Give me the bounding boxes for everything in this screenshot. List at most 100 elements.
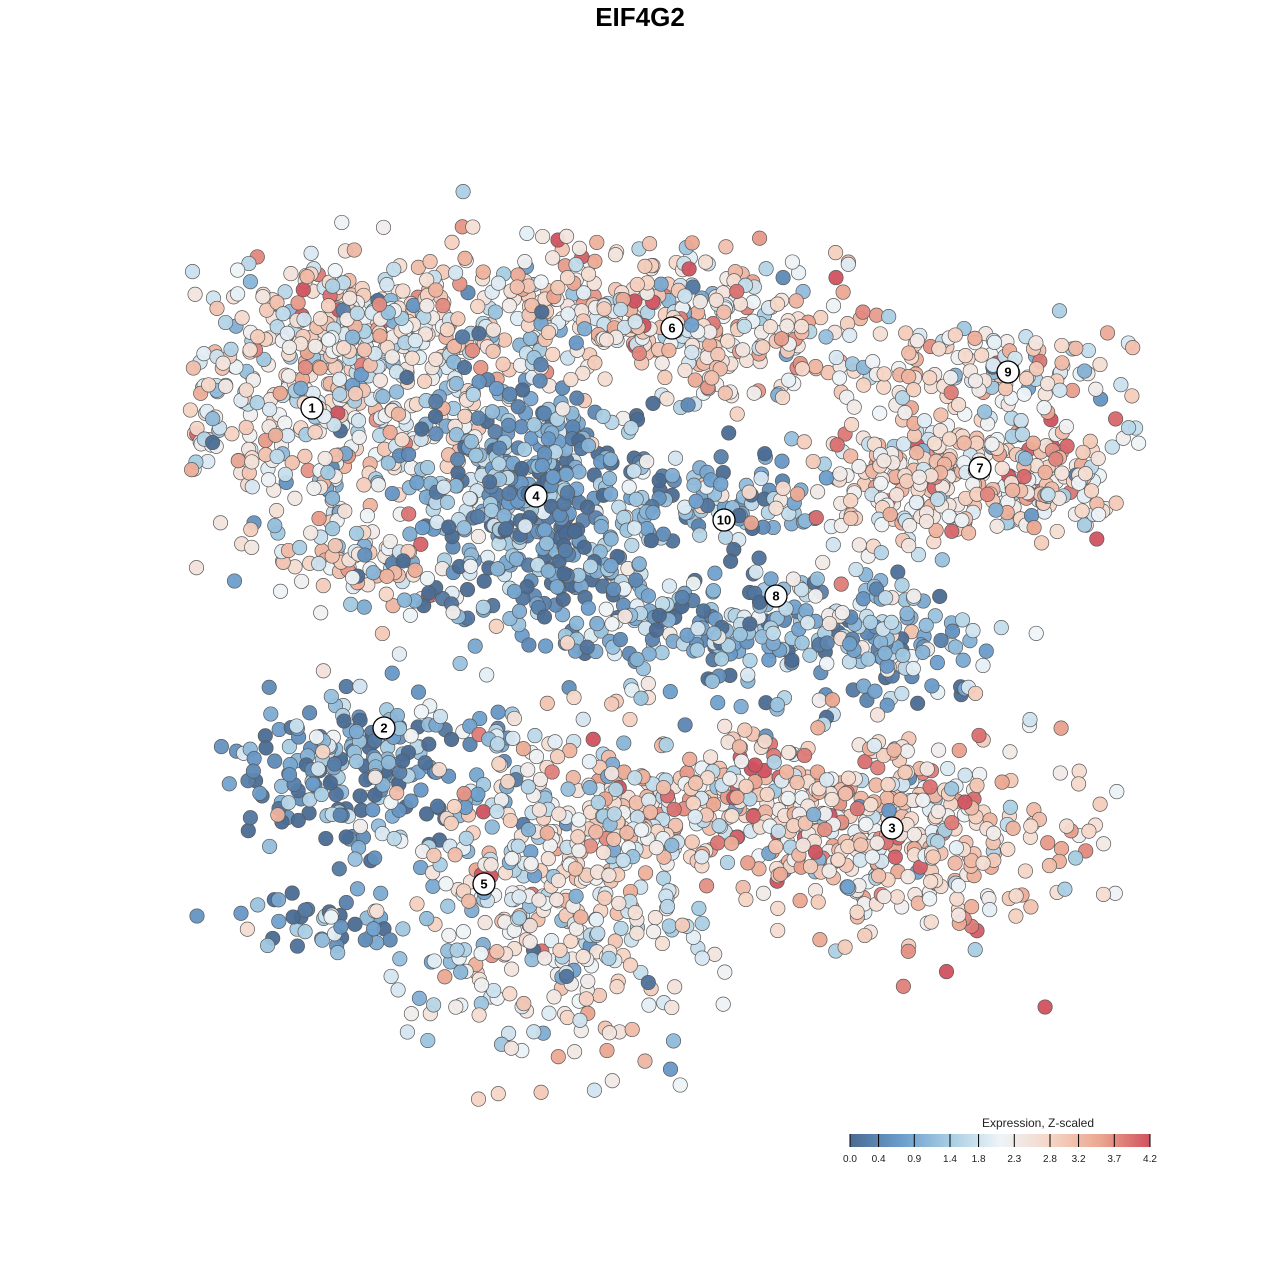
cell-point (384, 349, 400, 365)
cell-point (664, 999, 680, 1016)
cell-point (327, 538, 343, 554)
cell-point (402, 526, 418, 542)
cell-point (338, 895, 354, 911)
cell-point (485, 343, 501, 359)
cell-point (417, 373, 433, 389)
cell-point (447, 847, 463, 863)
cell-point (318, 830, 334, 847)
cell-point (704, 370, 720, 386)
cell-point (979, 486, 996, 502)
cell-point (659, 391, 675, 407)
cell-point (757, 446, 773, 462)
cell-point (501, 417, 517, 433)
cell-point (270, 892, 287, 908)
cell-point (949, 891, 965, 907)
legend-color-bar (850, 1134, 1150, 1147)
cell-point (560, 781, 576, 797)
cell-point (587, 253, 603, 269)
cell-point (667, 979, 683, 995)
cell-point (674, 589, 690, 606)
legend-tick-label: 1.4 (943, 1154, 957, 1165)
cell-point (323, 688, 339, 705)
cell-point (1080, 342, 1096, 359)
cell-point (915, 792, 931, 808)
cell-point (429, 798, 446, 814)
cluster-label-text: 1 (308, 401, 315, 416)
cell-point (601, 867, 617, 883)
cell-point (575, 949, 591, 965)
cell-point (514, 382, 531, 398)
cluster-label-circle (764, 584, 788, 608)
cell-point (523, 856, 539, 872)
cell-point (710, 835, 726, 851)
cell-point (585, 731, 601, 747)
cell-point (685, 575, 702, 591)
cell-point (768, 839, 784, 855)
cell-point (535, 228, 551, 245)
cell-point (889, 487, 905, 503)
cell-point (384, 485, 400, 502)
cell-point (849, 904, 865, 920)
cell-point (437, 969, 453, 985)
cell-point (1099, 325, 1116, 341)
cell-point (569, 615, 585, 631)
cluster-label-3: 3 (880, 816, 904, 840)
cell-point (419, 570, 435, 587)
cell-point (629, 276, 645, 293)
cell-point (1051, 303, 1068, 319)
cell-point (297, 448, 313, 464)
cell-point (944, 781, 960, 797)
cell-point (410, 684, 427, 700)
cell-point (215, 355, 231, 371)
cell-point (944, 623, 961, 639)
cell-point (729, 406, 745, 422)
cell-point (604, 1073, 620, 1089)
cell-point (806, 806, 822, 823)
cell-point (559, 228, 575, 244)
cell-point (309, 729, 325, 745)
cell-point (1037, 999, 1053, 1015)
cell-point (769, 296, 786, 312)
cell-point (876, 379, 892, 395)
cell-point (829, 437, 845, 453)
cell-point (629, 925, 645, 941)
cell-point (837, 939, 853, 955)
cell-point (475, 804, 491, 820)
cell-point (834, 605, 850, 621)
cell-point (1108, 495, 1124, 511)
cell-point (1040, 376, 1056, 392)
legend-tick-label: 2.3 (1007, 1154, 1021, 1165)
cell-point (719, 854, 736, 871)
cell-point (833, 576, 849, 592)
cell-point (797, 747, 813, 764)
cell-point (334, 214, 350, 231)
cell-point (1040, 486, 1056, 503)
cell-point (547, 734, 563, 750)
cell-point (745, 294, 761, 310)
cell-point (742, 791, 758, 807)
cell-point (747, 757, 763, 773)
cluster-label-text: 9 (1004, 365, 1011, 380)
cell-point (448, 376, 464, 392)
cell-point (320, 464, 336, 481)
cell-point (616, 735, 632, 751)
cell-point (831, 370, 848, 386)
cluster-label-4: 4 (524, 484, 548, 508)
cell-point (835, 284, 851, 300)
cell-point (333, 919, 349, 935)
cell-point (242, 274, 258, 290)
cell-point (1075, 444, 1091, 460)
cell-point (808, 510, 824, 526)
cell-point (262, 838, 278, 854)
cell-point (677, 288, 693, 304)
cell-point (975, 657, 991, 674)
cell-point (794, 319, 810, 335)
cell-point (450, 311, 466, 327)
cell-point (775, 389, 791, 406)
cell-point (281, 368, 297, 384)
cell-point (1053, 720, 1069, 736)
cluster-label-6: 6 (660, 316, 684, 340)
cell-point (1059, 438, 1075, 454)
cell-point (475, 599, 491, 615)
cell-point (391, 646, 407, 662)
